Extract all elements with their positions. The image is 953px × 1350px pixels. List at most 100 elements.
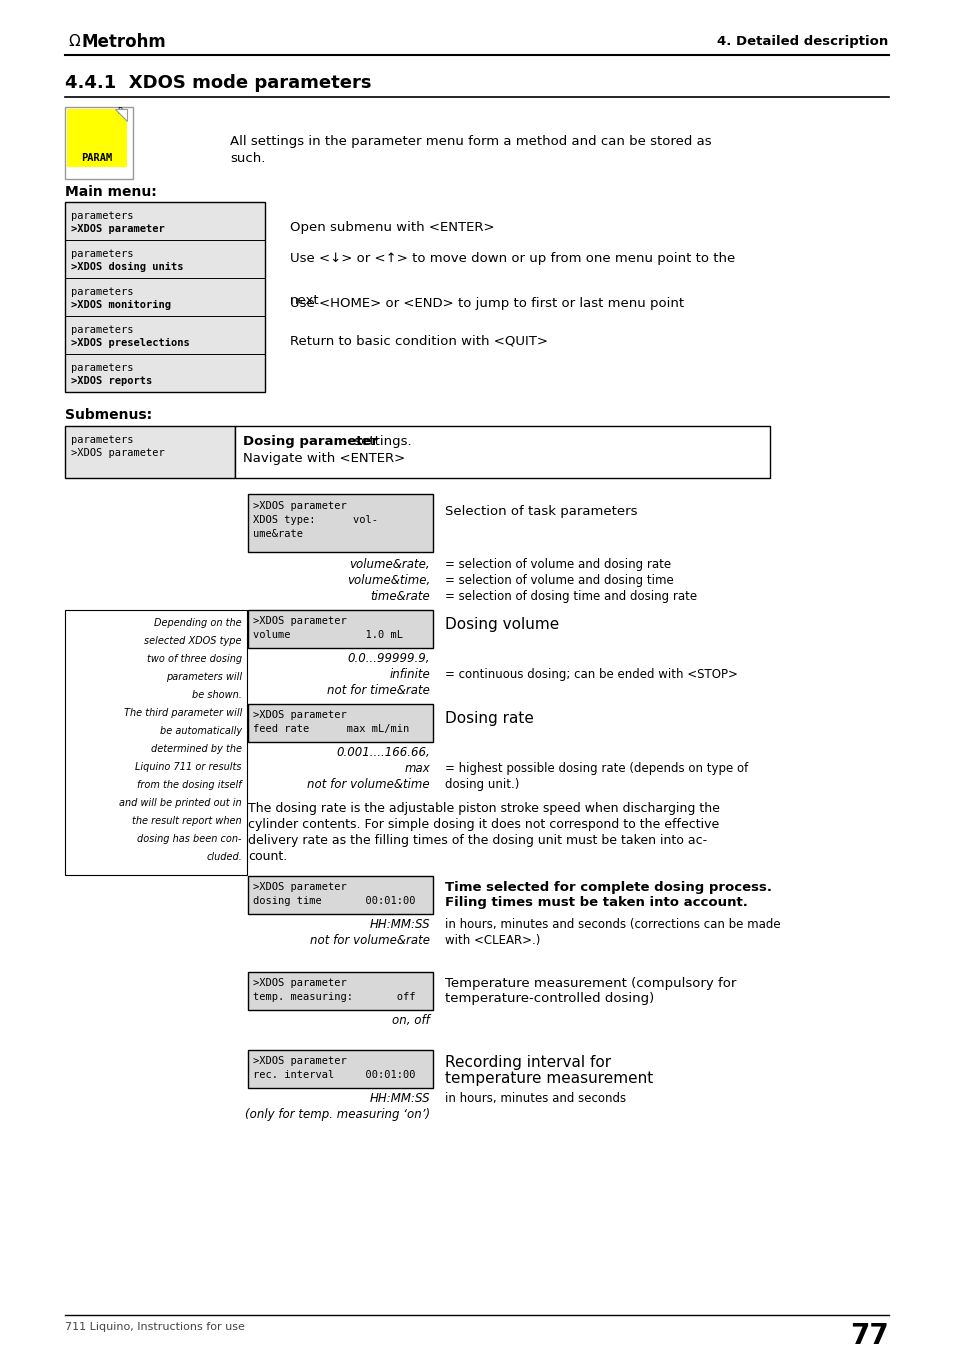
Text: Depending on the: Depending on the: [154, 618, 242, 628]
Bar: [234, 427, 769, 478]
Text: Return to basic condition with <QUIT>: Return to basic condition with <QUIT>: [290, 335, 547, 348]
Text: = selection of volume and dosing rate: = selection of volume and dosing rate: [444, 558, 670, 571]
Text: (only for temp. measuring ‘on’): (only for temp. measuring ‘on’): [245, 1108, 430, 1120]
Text: PARAM: PARAM: [81, 153, 112, 163]
Text: HH:MM:SS: HH:MM:SS: [369, 1092, 430, 1106]
Text: Time selected for complete dosing process.: Time selected for complete dosing proces…: [444, 882, 771, 894]
Text: not for volume&time: not for volume&time: [307, 778, 430, 791]
Text: >XDOS parameter: >XDOS parameter: [253, 501, 346, 512]
Text: in hours, minutes and seconds: in hours, minutes and seconds: [444, 1092, 625, 1106]
Text: two of three dosing: two of three dosing: [147, 653, 242, 664]
Text: The third parameter will: The third parameter will: [124, 707, 242, 718]
Text: volume&time,: volume&time,: [346, 574, 430, 587]
Text: Submenus:: Submenus:: [65, 408, 152, 423]
Text: be shown.: be shown.: [192, 690, 242, 701]
Text: Dosing volume: Dosing volume: [444, 617, 558, 632]
Text: dosing unit.): dosing unit.): [444, 778, 518, 791]
Bar: [248, 1050, 433, 1088]
Text: Selection of task parameters: Selection of task parameters: [444, 505, 637, 518]
Bar: [248, 703, 433, 742]
Text: XDOS type:      vol-: XDOS type: vol-: [253, 514, 377, 525]
Text: parameters will: parameters will: [166, 672, 242, 682]
Text: 4. Detailed description: 4. Detailed description: [716, 35, 887, 49]
Text: >XDOS monitoring: >XDOS monitoring: [71, 300, 171, 310]
Text: from the dosing itself: from the dosing itself: [137, 780, 242, 790]
Text: time&rate: time&rate: [370, 590, 430, 603]
Text: Filing times must be taken into account.: Filing times must be taken into account.: [444, 896, 747, 909]
Bar: [248, 494, 433, 552]
Text: rec. interval     00:01:00: rec. interval 00:01:00: [253, 1071, 416, 1080]
Text: and will be printed out in: and will be printed out in: [119, 798, 242, 809]
Bar: [65, 107, 132, 180]
Text: the result report when: the result report when: [132, 815, 242, 826]
Text: not for volume&rate: not for volume&rate: [310, 934, 430, 946]
Polygon shape: [115, 109, 127, 122]
Text: not for time&rate: not for time&rate: [327, 684, 430, 697]
Text: The dosing rate is the adjustable piston stroke speed when discharging the: The dosing rate is the adjustable piston…: [248, 802, 720, 815]
Text: infinite: infinite: [389, 668, 430, 680]
Text: >XDOS parameter: >XDOS parameter: [253, 882, 346, 892]
Text: in hours, minutes and seconds (corrections can be made: in hours, minutes and seconds (correctio…: [444, 918, 780, 932]
Text: such.: such.: [230, 153, 265, 165]
Text: Use <HOME> or <END> to jump to first or last menu point: Use <HOME> or <END> to jump to first or …: [290, 297, 683, 310]
Text: volume&rate,: volume&rate,: [349, 558, 430, 571]
Text: Dosing rate: Dosing rate: [444, 710, 534, 725]
Text: >XDOS parameter: >XDOS parameter: [253, 1056, 346, 1066]
Text: >XDOS parameter: >XDOS parameter: [253, 710, 346, 720]
Text: parameters: parameters: [71, 248, 133, 259]
Text: B: B: [117, 108, 122, 116]
Text: temp. measuring:       off: temp. measuring: off: [253, 992, 416, 1002]
Text: 77: 77: [849, 1322, 888, 1350]
Text: Navigate with <ENTER>: Navigate with <ENTER>: [243, 452, 405, 464]
Text: dosing has been con-: dosing has been con-: [137, 834, 242, 844]
Text: >XDOS reports: >XDOS reports: [71, 377, 152, 386]
Text: temperature measurement: temperature measurement: [444, 1071, 653, 1085]
Text: Temperature measurement (compulsory for: Temperature measurement (compulsory for: [444, 977, 736, 990]
Text: Main menu:: Main menu:: [65, 185, 156, 198]
Bar: [65, 202, 265, 392]
Text: parameters: parameters: [71, 325, 133, 335]
Text: >XDOS parameter: >XDOS parameter: [71, 224, 165, 234]
Text: HH:MM:SS: HH:MM:SS: [369, 918, 430, 932]
Text: = highest possible dosing rate (depends on type of: = highest possible dosing rate (depends …: [444, 761, 747, 775]
Text: >XDOS parameter: >XDOS parameter: [253, 616, 346, 626]
Text: count.: count.: [248, 850, 287, 863]
Text: 711 Liquino, Instructions for use: 711 Liquino, Instructions for use: [65, 1322, 245, 1332]
Text: volume            1.0 mL: volume 1.0 mL: [253, 630, 402, 640]
Text: settings.: settings.: [350, 435, 411, 448]
Text: parameters: parameters: [71, 435, 133, 446]
Text: >XDOS parameter: >XDOS parameter: [71, 448, 165, 458]
Text: parameters: parameters: [71, 211, 133, 221]
Text: determined by the: determined by the: [151, 744, 242, 755]
Text: Dosing parameter: Dosing parameter: [243, 435, 377, 448]
Bar: [248, 610, 433, 648]
Text: = continuous dosing; can be ended with <STOP>: = continuous dosing; can be ended with <…: [444, 668, 737, 680]
Bar: [248, 876, 433, 914]
Text: dosing time       00:01:00: dosing time 00:01:00: [253, 896, 416, 906]
Text: with <CLEAR>.): with <CLEAR>.): [444, 934, 539, 946]
Text: = selection of dosing time and dosing rate: = selection of dosing time and dosing ra…: [444, 590, 697, 603]
Bar: [67, 109, 127, 167]
Text: >XDOS parameter: >XDOS parameter: [253, 977, 346, 988]
Text: parameters: parameters: [71, 363, 133, 373]
Text: 0.0...99999.9,: 0.0...99999.9,: [347, 652, 430, 666]
Text: 4.4.1  XDOS mode parameters: 4.4.1 XDOS mode parameters: [65, 74, 371, 92]
Bar: [248, 972, 433, 1010]
Text: parameters: parameters: [71, 288, 133, 297]
Text: delivery rate as the filling times of the dosing unit must be taken into ac-: delivery rate as the filling times of th…: [248, 834, 706, 846]
Text: >XDOS preselections: >XDOS preselections: [71, 338, 190, 348]
Text: cluded.: cluded.: [206, 852, 242, 863]
Bar: [65, 610, 247, 875]
Text: Liquino 711 or results: Liquino 711 or results: [135, 761, 242, 772]
Text: Recording interval for: Recording interval for: [444, 1054, 611, 1071]
Text: cylinder contents. For simple dosing it does not correspond to the effective: cylinder contents. For simple dosing it …: [248, 818, 719, 832]
Text: selected XDOS type: selected XDOS type: [144, 636, 242, 647]
Text: Metrohm: Metrohm: [82, 32, 167, 51]
Text: Open submenu with <ENTER>: Open submenu with <ENTER>: [290, 221, 494, 234]
Text: be automatically: be automatically: [160, 726, 242, 736]
Text: next: next: [290, 294, 319, 306]
Text: max: max: [404, 761, 430, 775]
Text: All settings in the parameter menu form a method and can be stored as: All settings in the parameter menu form …: [230, 135, 711, 148]
Text: Ω: Ω: [68, 35, 80, 50]
Bar: [65, 427, 234, 478]
